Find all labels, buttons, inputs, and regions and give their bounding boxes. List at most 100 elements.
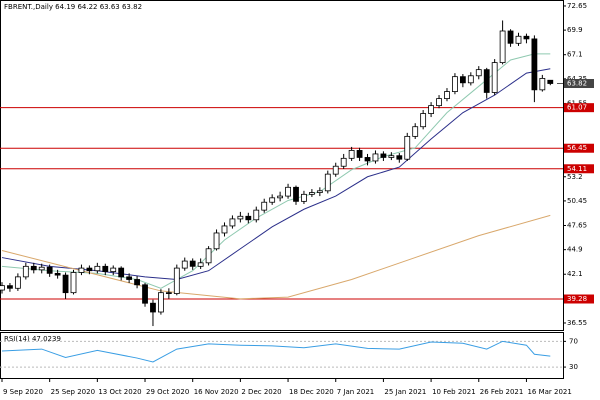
level-label: 56.45 — [567, 144, 587, 152]
candle-body — [507, 30, 514, 44]
candle-body — [181, 260, 188, 269]
candle-body — [340, 157, 347, 167]
candle-body — [452, 76, 458, 92]
x-tick-label: 7 Jan 2021 — [337, 388, 375, 396]
level-label: 61.07 — [567, 104, 587, 112]
candle-body — [308, 192, 315, 195]
y-tick-label: 69.9 — [567, 26, 583, 34]
candle-body — [253, 209, 260, 221]
x-tick-label: 25 Sep 2020 — [51, 388, 95, 396]
candle-body — [221, 225, 228, 234]
candle-body — [205, 248, 212, 264]
candle-body — [261, 201, 268, 211]
candle-body — [86, 267, 93, 272]
y-tick-label: 44.9 — [567, 246, 583, 254]
candle-body — [483, 69, 490, 93]
y-tick-label: 53.2 — [567, 173, 583, 181]
moving-average — [1, 53, 551, 289]
x-tick-label: 29 Oct 2020 — [146, 388, 189, 396]
rsi-line — [1, 340, 551, 363]
candle-body — [348, 150, 355, 159]
candle-body — [428, 105, 434, 114]
candle-body — [7, 285, 13, 289]
candle-body — [332, 165, 339, 175]
y-tick-label: 72.65 — [567, 2, 587, 10]
candle-body — [54, 272, 61, 276]
candle-body — [165, 292, 172, 294]
candle-body — [173, 267, 180, 294]
candle-body — [0, 285, 5, 291]
candle-body — [285, 186, 291, 197]
moving-average — [1, 68, 551, 281]
candle-body — [94, 265, 101, 272]
candle-body — [62, 274, 69, 294]
y-tick-label: 36.55 — [567, 319, 587, 327]
candle-body — [134, 279, 140, 286]
candle-body — [444, 91, 450, 100]
level-tag — [564, 103, 594, 113]
y-tick-label: 67.1 — [567, 51, 583, 59]
candle-body — [396, 155, 403, 160]
candle-body — [237, 215, 244, 220]
candle-body — [301, 193, 307, 202]
candle-body — [459, 76, 466, 84]
candle-body — [356, 150, 363, 158]
last-price-tag — [564, 79, 594, 89]
candle-body — [126, 276, 133, 280]
candle-body — [118, 267, 125, 278]
y-tick-label: 50.45 — [567, 197, 587, 205]
candle-body — [102, 265, 109, 273]
candle-body — [46, 266, 53, 274]
candle-body — [547, 79, 554, 84]
candle-body — [269, 197, 276, 203]
candle-body — [467, 75, 474, 84]
candle-body — [14, 276, 21, 289]
y-tick-label: 42.1 — [567, 270, 583, 278]
candle-body — [491, 62, 498, 93]
candle-body — [150, 302, 156, 313]
x-tick-label: 9 Sep 2020 — [3, 388, 43, 396]
candle-body — [293, 186, 299, 202]
candle-body — [539, 78, 546, 91]
candle-body — [420, 113, 427, 128]
candle-body — [388, 155, 395, 158]
candle-body — [475, 69, 482, 77]
candle-body — [38, 266, 45, 271]
candle-body — [158, 292, 164, 313]
level-tag — [564, 164, 594, 174]
chart-title: FBRENT.,Daily 64.19 64.22 63.63 63.82 — [4, 3, 142, 11]
candle-body — [412, 126, 419, 137]
candle-body — [30, 265, 37, 271]
x-tick-label: 26 Feb 2021 — [480, 388, 524, 396]
candle-body — [523, 35, 530, 40]
candle-body — [277, 195, 284, 199]
candle-body — [380, 153, 387, 158]
moving-average — [1, 214, 551, 300]
candle-body — [316, 190, 323, 193]
candle-body — [436, 98, 442, 107]
x-tick-label: 10 Feb 2021 — [432, 388, 476, 396]
x-tick-label: 13 Oct 2020 — [98, 388, 141, 396]
candle-body — [324, 173, 331, 192]
last-price-label: 63.82 — [567, 80, 587, 88]
candle-body — [364, 157, 371, 162]
level-label: 54.11 — [567, 165, 587, 173]
candle-body — [245, 215, 252, 221]
level-tag — [564, 294, 594, 304]
candle-body — [70, 272, 77, 294]
x-tick-label: 2 Dec 2020 — [241, 388, 281, 396]
level-label: 39.28 — [567, 295, 587, 303]
candle-body — [110, 267, 117, 273]
candle-body — [189, 260, 196, 267]
candle-body — [531, 38, 538, 91]
candle-body — [213, 232, 220, 250]
rsi-tick-label: 30 — [569, 363, 578, 371]
y-tick-label: 64.35 — [567, 75, 587, 83]
rsi-panel — [0, 332, 564, 379]
level-tag — [564, 143, 594, 153]
x-tick-label: 25 Jan 2021 — [384, 388, 426, 396]
candle-body — [142, 284, 148, 304]
rsi-tick-label: 70 — [569, 337, 578, 345]
x-tick-label: 16 Nov 2020 — [194, 388, 239, 396]
